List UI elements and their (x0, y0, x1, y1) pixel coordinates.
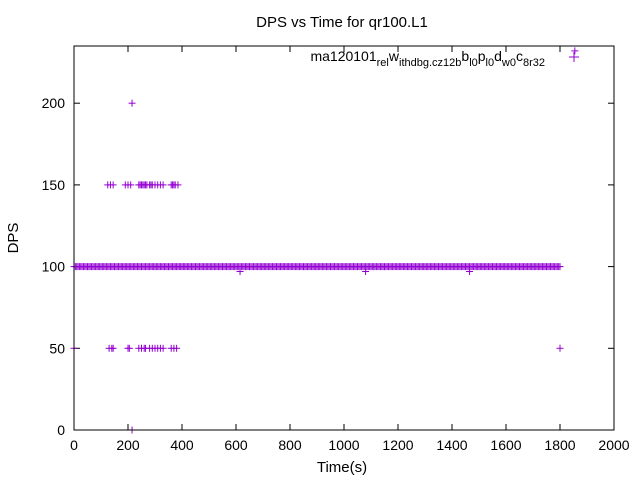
x-tick-label: 1600 (490, 437, 521, 453)
x-tick-label: 600 (224, 437, 248, 453)
data-points-layer (70, 47, 579, 434)
legend-label-part: d (494, 48, 502, 64)
legend-label-part: l0 (469, 57, 478, 69)
data-point (174, 181, 182, 189)
y-tick-label: 0 (57, 422, 65, 438)
data-point (125, 344, 133, 352)
legend-label-part: w (388, 48, 400, 64)
legend-label-part: c (516, 48, 523, 64)
data-point (109, 181, 117, 189)
x-tick-label: 200 (116, 437, 140, 453)
x-tick-label: 1000 (328, 437, 359, 453)
data-point (109, 344, 117, 352)
x-tick-label: 1200 (382, 437, 413, 453)
legend-label-part: l0 (486, 57, 495, 69)
y-tick-label: 150 (42, 177, 66, 193)
legend: ma120101relwithdbg.cz12bbl0pl0dw0c8r32 (310, 48, 579, 69)
legend-label-part: b (461, 48, 469, 64)
chart-title: DPS vs Time for qr100.L1 (256, 14, 428, 31)
x-tick-label: 1400 (436, 437, 467, 453)
legend-label-part: rel (377, 57, 389, 69)
data-point (556, 344, 564, 352)
plot-frame (73, 45, 615, 431)
x-tick-label: 0 (70, 437, 78, 453)
y-axis-label: DPS (5, 223, 22, 254)
x-axis-label: Time(s) (317, 459, 367, 476)
data-point (173, 344, 181, 352)
data-point (362, 267, 370, 275)
legend-label-part: 8r32 (523, 57, 545, 69)
data-point (128, 99, 136, 107)
tick-layer: 0 200 400 600 800 1000 1200 1400 1600 1800 2000 0 50… (42, 46, 630, 453)
data-point (556, 263, 564, 271)
data-point (159, 344, 167, 352)
y-tick-label: 50 (49, 340, 65, 356)
legend-label-part: ithdbg.cz12b (399, 57, 461, 69)
y-tick-label: 100 (42, 259, 66, 275)
x-tick-label: 800 (278, 437, 302, 453)
legend-label-part: w0 (501, 57, 516, 69)
legend-label-part: ma120101 (310, 48, 376, 64)
data-point (159, 181, 167, 189)
legend-series-label: ma120101relwithdbg.cz12bbl0pl0dw0c8r32 (310, 48, 545, 69)
data-point (236, 267, 244, 275)
x-tick-label: 2000 (598, 437, 629, 453)
legend-marker (569, 52, 579, 62)
data-point (571, 47, 579, 55)
data-point (127, 181, 135, 189)
legend-label-part: p (478, 48, 486, 64)
x-tick-label: 400 (170, 437, 194, 453)
data-point (466, 267, 474, 275)
x-tick-label: 1800 (544, 437, 575, 453)
y-tick-label: 200 (42, 95, 66, 111)
